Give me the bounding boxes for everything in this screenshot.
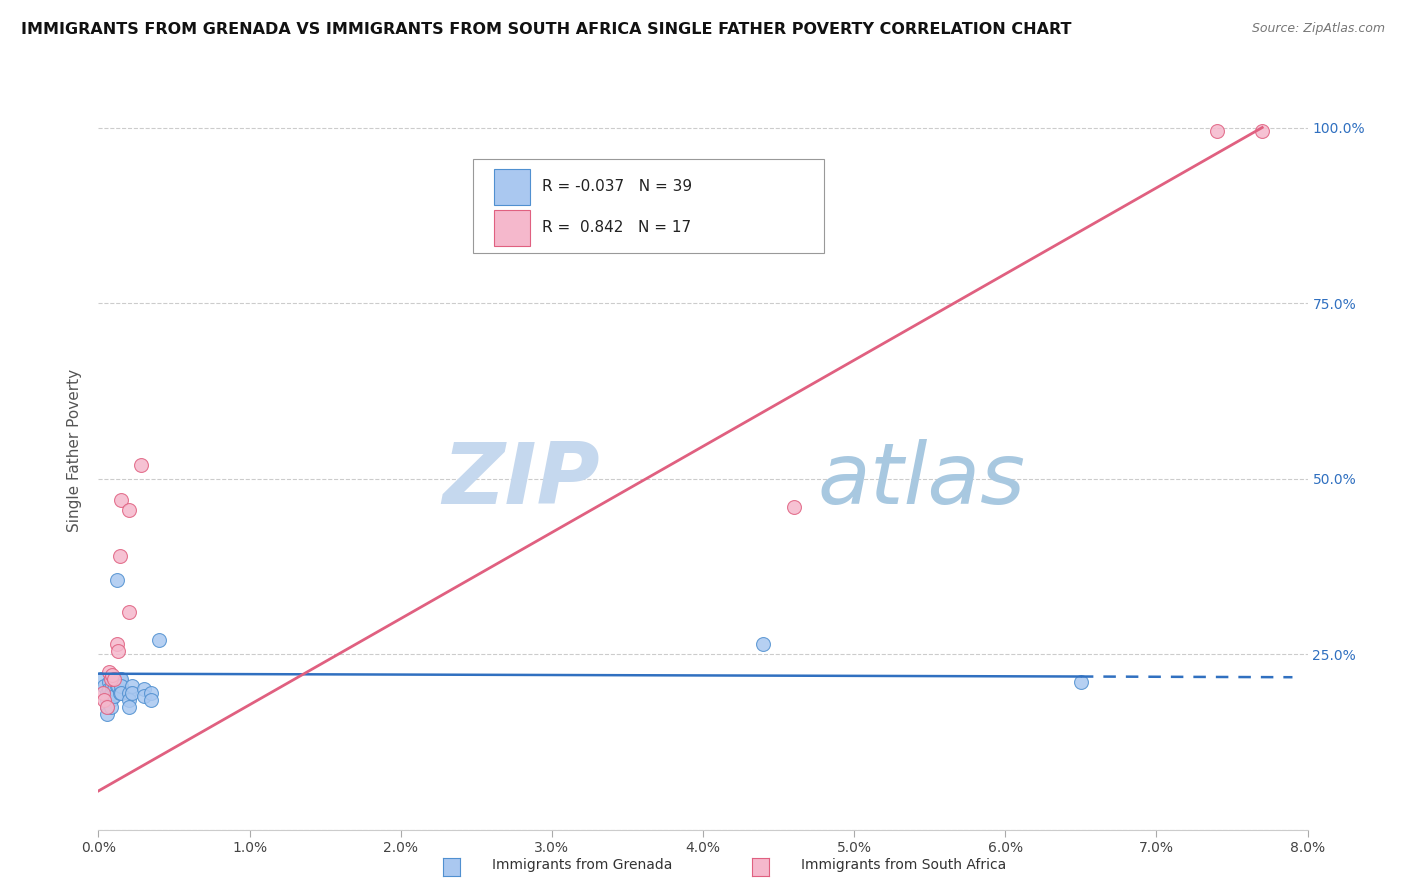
Point xyxy=(101,686,124,700)
Point xyxy=(783,500,806,514)
Point xyxy=(96,692,118,706)
Point xyxy=(108,549,131,563)
Point xyxy=(96,686,118,700)
FancyBboxPatch shape xyxy=(474,159,824,253)
Point xyxy=(118,503,141,517)
Point xyxy=(105,679,128,693)
Point xyxy=(132,682,155,697)
Point xyxy=(103,689,125,703)
Point xyxy=(100,672,122,686)
Y-axis label: Single Father Poverty: Single Father Poverty xyxy=(67,369,83,532)
Point xyxy=(107,672,129,686)
Point xyxy=(752,636,775,650)
Text: Immigrants from Grenada: Immigrants from Grenada xyxy=(492,858,672,872)
Point xyxy=(121,679,143,693)
Text: R =  0.842   N = 17: R = 0.842 N = 17 xyxy=(543,220,692,235)
Point xyxy=(98,665,121,679)
Point xyxy=(105,574,128,588)
Point xyxy=(105,672,128,686)
Point xyxy=(100,699,122,714)
Bar xyxy=(494,169,530,205)
Point xyxy=(118,692,141,706)
Point xyxy=(1206,124,1229,138)
Point xyxy=(118,699,141,714)
Point xyxy=(118,686,141,700)
Point xyxy=(110,686,132,700)
Point xyxy=(90,672,112,686)
Point xyxy=(110,492,132,507)
Point xyxy=(103,672,125,686)
Point xyxy=(103,675,125,690)
Point xyxy=(96,699,118,714)
Point xyxy=(98,682,121,697)
Point xyxy=(121,686,143,700)
Point xyxy=(132,689,155,703)
Point xyxy=(148,633,170,648)
Point xyxy=(108,686,131,700)
Point xyxy=(107,643,129,657)
Point xyxy=(96,699,118,714)
Point xyxy=(101,668,124,682)
Point xyxy=(93,692,115,706)
Point xyxy=(110,679,132,693)
Point xyxy=(141,692,163,706)
Point xyxy=(141,686,163,700)
Text: Source: ZipAtlas.com: Source: ZipAtlas.com xyxy=(1251,22,1385,36)
Text: Immigrants from South Africa: Immigrants from South Africa xyxy=(801,858,1007,872)
Point xyxy=(118,605,141,619)
Text: IMMIGRANTS FROM GRENADA VS IMMIGRANTS FROM SOUTH AFRICA SINGLE FATHER POVERTY CO: IMMIGRANTS FROM GRENADA VS IMMIGRANTS FR… xyxy=(21,22,1071,37)
Point xyxy=(91,686,114,700)
Point xyxy=(108,672,131,686)
Point xyxy=(100,692,122,706)
Point xyxy=(105,636,128,650)
Point xyxy=(101,679,124,693)
Bar xyxy=(494,210,530,246)
Point xyxy=(100,686,122,700)
Point xyxy=(101,672,124,686)
Point xyxy=(107,679,129,693)
Point xyxy=(98,675,121,690)
Point xyxy=(103,682,125,697)
Point xyxy=(1251,124,1274,138)
Point xyxy=(129,458,152,472)
Point xyxy=(96,706,118,721)
Text: ZIP: ZIP xyxy=(443,439,600,523)
Point xyxy=(110,672,132,686)
Text: R = -0.037   N = 39: R = -0.037 N = 39 xyxy=(543,179,692,194)
Text: atlas: atlas xyxy=(818,439,1026,523)
Point xyxy=(93,679,115,693)
Point xyxy=(1070,675,1092,690)
